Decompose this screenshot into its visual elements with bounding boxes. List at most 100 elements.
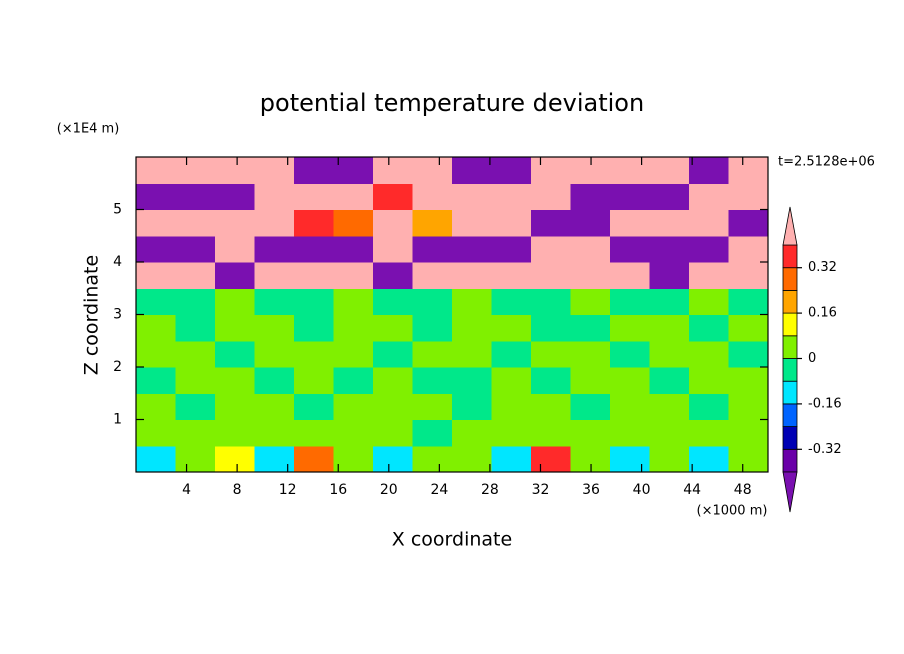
contour-cell bbox=[136, 367, 176, 394]
contour-cell bbox=[689, 367, 729, 394]
contour-cell bbox=[531, 419, 571, 447]
contour-cell bbox=[215, 157, 255, 184]
contour-cell bbox=[412, 288, 453, 315]
contour-cell bbox=[570, 419, 611, 447]
contour-cell bbox=[689, 288, 729, 315]
contour-cell bbox=[294, 209, 334, 237]
contour-cell bbox=[412, 209, 453, 237]
contour-cell bbox=[452, 235, 492, 263]
contour-cell bbox=[531, 209, 571, 237]
contour-cell bbox=[649, 235, 690, 263]
contour-cell bbox=[491, 393, 532, 420]
contour-cell bbox=[728, 393, 769, 420]
contour-cell bbox=[136, 419, 176, 447]
contour-cell bbox=[215, 367, 255, 394]
contour-cell bbox=[649, 419, 690, 447]
contour-cell bbox=[610, 340, 650, 368]
contour-cell bbox=[373, 393, 413, 420]
contour-cell bbox=[333, 288, 374, 315]
contour-cell bbox=[215, 209, 255, 237]
contour-cell bbox=[215, 445, 255, 473]
contour-cell bbox=[649, 367, 690, 394]
contour-cell bbox=[333, 393, 374, 420]
contour-cell bbox=[491, 340, 532, 368]
colorbar-tick-label: -0.32 bbox=[808, 442, 842, 457]
contour-cell bbox=[452, 314, 492, 342]
contour-cell bbox=[333, 367, 374, 394]
contour-cell bbox=[175, 367, 216, 394]
contour-cell bbox=[728, 445, 769, 473]
contour-cell bbox=[175, 157, 216, 184]
contour-cell bbox=[373, 183, 413, 210]
contour-cell bbox=[373, 157, 413, 184]
contour-cell bbox=[531, 183, 571, 210]
contour-cell bbox=[491, 288, 532, 315]
contour-cell bbox=[689, 183, 729, 210]
contour-cell bbox=[215, 235, 255, 263]
contour-cell bbox=[373, 367, 413, 394]
colorbar-band bbox=[782, 403, 798, 427]
contour-cell bbox=[649, 340, 690, 368]
contour-cell bbox=[649, 445, 690, 473]
x-tick-label: 48 bbox=[734, 482, 752, 498]
contour-cell bbox=[175, 288, 216, 315]
contour-cell bbox=[175, 314, 216, 342]
y-tick-label: 1 bbox=[113, 412, 122, 428]
contour-cell bbox=[175, 340, 216, 368]
contour-cell bbox=[649, 314, 690, 342]
contour-cell bbox=[452, 367, 492, 394]
contour-cell bbox=[728, 157, 769, 184]
contour-cell bbox=[689, 445, 729, 473]
contour-cell bbox=[136, 340, 176, 368]
contour-cell bbox=[412, 419, 453, 447]
contour-cell bbox=[254, 419, 295, 447]
contour-cell bbox=[491, 314, 532, 342]
x-tick-label: 24 bbox=[430, 482, 448, 498]
contour-cell bbox=[412, 340, 453, 368]
contour-cell bbox=[215, 419, 255, 447]
contour-cell bbox=[689, 262, 729, 289]
contour-cell bbox=[254, 288, 295, 315]
contour-cell bbox=[254, 235, 295, 263]
contour-cell bbox=[531, 262, 571, 289]
contour-cell bbox=[610, 262, 650, 289]
contour-cell bbox=[412, 183, 453, 210]
contour-cell bbox=[728, 340, 769, 368]
y-tick-label: 4 bbox=[113, 254, 122, 270]
colorbar-band bbox=[782, 267, 798, 291]
contour-cell bbox=[491, 209, 532, 237]
contour-cell bbox=[570, 209, 611, 237]
x-tick-label: 40 bbox=[633, 482, 651, 498]
contour-cell bbox=[294, 235, 334, 263]
contour-cell bbox=[728, 183, 769, 210]
contour-cell bbox=[689, 314, 729, 342]
colorbar-tick-label: 0.32 bbox=[808, 260, 837, 275]
x-tick-label: 36 bbox=[582, 482, 600, 498]
contour-cell bbox=[175, 183, 216, 210]
contour-cell bbox=[373, 262, 413, 289]
contour-cell bbox=[452, 209, 492, 237]
contour-cell bbox=[570, 262, 611, 289]
contour-cell bbox=[570, 235, 611, 263]
x-tick-label: 32 bbox=[532, 482, 550, 498]
contour-cell bbox=[610, 235, 650, 263]
x-tick-label: 4 bbox=[182, 482, 191, 498]
contour-cell bbox=[649, 209, 690, 237]
x-tick-label: 20 bbox=[380, 482, 398, 498]
contour-cell bbox=[491, 445, 532, 473]
contour-cell bbox=[254, 314, 295, 342]
contour-cell bbox=[215, 262, 255, 289]
colorbar-band bbox=[782, 358, 798, 382]
contour-cell bbox=[570, 393, 611, 420]
contour-cell bbox=[373, 235, 413, 263]
contour-cell bbox=[412, 367, 453, 394]
contour-cell bbox=[136, 157, 176, 184]
contour-cell bbox=[491, 262, 532, 289]
colorbar-tick-label: -0.16 bbox=[808, 396, 842, 411]
contour-cell bbox=[215, 340, 255, 368]
contour-cell bbox=[610, 157, 650, 184]
contour-cell bbox=[373, 314, 413, 342]
contour-cell bbox=[728, 314, 769, 342]
contour-cell bbox=[254, 183, 295, 210]
contour-cell bbox=[728, 235, 769, 263]
